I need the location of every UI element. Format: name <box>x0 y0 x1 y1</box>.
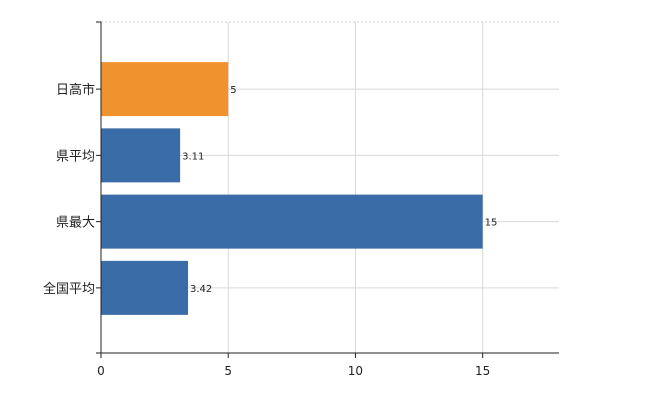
category-label: 県平均 <box>56 149 95 164</box>
category-label: 県最大 <box>56 216 95 231</box>
data-labels: 5 3.11 15 3.42 <box>182 85 497 295</box>
bars <box>101 62 483 315</box>
data-label: 3.11 <box>182 151 204 162</box>
x-tick-label: 0 <box>97 364 105 378</box>
category-label: 全国平均 <box>43 281 95 297</box>
category-label: 日高市 <box>56 82 95 98</box>
x-tick-label: 15 <box>475 364 490 378</box>
x-tick-label: 10 <box>348 364 363 378</box>
data-label: 15 <box>485 218 498 229</box>
bar <box>101 62 229 117</box>
bar <box>101 260 189 315</box>
bar <box>101 194 483 249</box>
data-label: 5 <box>230 85 236 96</box>
data-label: 3.42 <box>190 284 212 295</box>
bar <box>101 128 181 183</box>
x-tick-label: 5 <box>224 364 232 378</box>
